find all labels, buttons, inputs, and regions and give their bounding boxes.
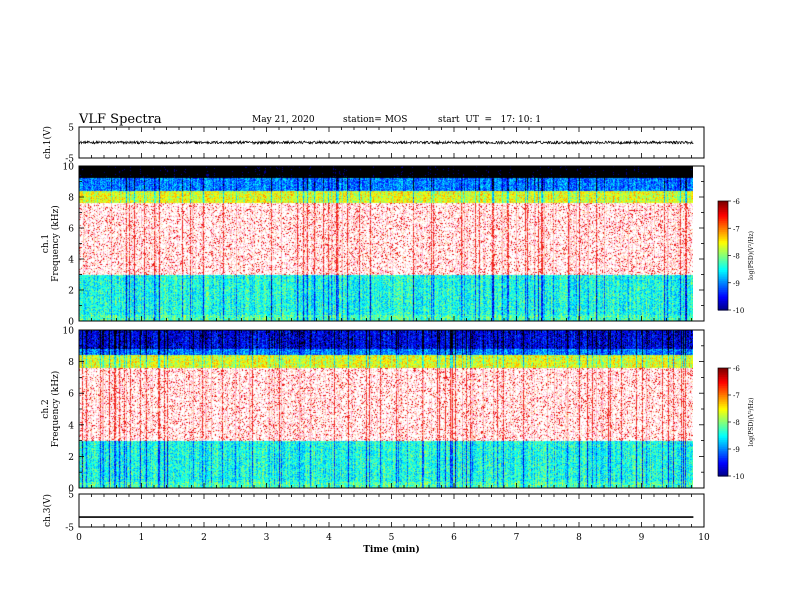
colorbar-tick-label: -8 <box>733 419 740 427</box>
x-tick-label: 7 <box>514 533 520 543</box>
start-time-label: start UT = 17: 10: 1 <box>438 115 542 125</box>
colorbar-tick-label: -6 <box>733 365 740 373</box>
ch1-spectrogram-raster <box>79 166 693 321</box>
ch2-spectrogram-ytick-label: 0 <box>68 485 74 495</box>
ch1-spectrogram-panel: 0 2 4 6 8 10 ch.1 Frequency (kHz) <box>41 163 705 328</box>
ch2-spectrogram-ytick-label: 10 <box>63 327 75 337</box>
svg-text:ch.1(V): ch.1(V) <box>42 126 53 159</box>
ch2-spectrogram-ytick-label: 2 <box>68 453 74 463</box>
ch3-waveform-ytick-label: 5 <box>68 491 74 501</box>
x-tick-label: 0 <box>76 533 82 543</box>
colorbar-tick-label: -9 <box>733 280 740 288</box>
x-tick-label: 10 <box>698 533 710 543</box>
colorbar-1: -6 -7 -8 -9 -10 log(PSD)(V²/Hz) <box>717 198 755 315</box>
ch1-spectrogram-ytick-label: 8 <box>68 194 74 204</box>
colorbar-tick-label: -10 <box>733 307 744 315</box>
x-tick-label: 2 <box>201 533 207 543</box>
ch2-spectrogram-raster <box>79 330 693 488</box>
colorbar-tick-label: -8 <box>733 253 740 261</box>
ch3-waveform-ylabel: ch.3(V) <box>42 494 53 527</box>
x-tick-label: 1 <box>139 533 145 543</box>
ch1-spectrogram-ytick-label: 6 <box>68 225 74 235</box>
ch2-spectrogram-ytick-label: 4 <box>68 421 74 431</box>
ch1-waveform-trace <box>78 139 694 146</box>
colorbar-tick-label: -7 <box>733 225 740 233</box>
waveform-layer <box>78 139 694 518</box>
ch1-waveform-ytick-label: 5 <box>68 124 74 134</box>
ch1-spectrogram-ytick-label: 0 <box>68 318 74 328</box>
svg-text:ch.3(V): ch.3(V) <box>42 494 53 527</box>
x-tick-label: 9 <box>639 533 645 543</box>
colorbar-layer: -6 -7 -8 -9 -10 log(PSD)(V²/Hz) -6 -7 -8 -9 -10 log… <box>717 198 755 481</box>
x-tick-label: 6 <box>451 533 457 543</box>
ch1-waveform-ytick-label: -5 <box>65 155 74 165</box>
x-tick-label: 5 <box>389 533 395 543</box>
ch1-spectrogram-ylabel: ch.1 Frequency (kHz) <box>41 205 61 282</box>
date-label: May 21, 2020 <box>252 115 315 125</box>
spectrogram-layer <box>79 166 693 488</box>
svg-text:ch.2: ch.2 <box>41 399 51 418</box>
ch2-spectrogram-ylabel: ch.2 Frequency (kHz) <box>41 371 61 448</box>
colorbar-tick-label: -6 <box>733 198 740 206</box>
colorbar-2: -6 -7 -8 -9 -10 log(PSD)(V²/Hz) <box>717 365 755 481</box>
colorbar-label: log(PSD)(V²/Hz) <box>748 231 755 280</box>
ch1-waveform-panel: 5 -5 ch.1(V) <box>42 124 705 165</box>
ch1-spectrogram-ytick-label: 4 <box>68 256 74 266</box>
svg-text:Frequency (kHz): Frequency (kHz) <box>50 205 61 282</box>
x-tick-label: 4 <box>326 533 332 543</box>
ch1-waveform-ylabel: ch.1(V) <box>42 126 53 159</box>
x-tick-label: 3 <box>264 533 270 543</box>
x-tick-label: 8 <box>576 533 582 543</box>
figure-title: VLF Spectra <box>79 112 162 127</box>
colorbar-tick-label: -10 <box>733 473 744 481</box>
station-label: station= MOS <box>343 115 408 125</box>
colorbar-tick-label: -9 <box>733 446 740 454</box>
colorbar-label: log(PSD)(V²/Hz) <box>748 398 755 447</box>
svg-text:ch.1: ch.1 <box>41 234 51 253</box>
ch3-waveform-ytick-label: -5 <box>65 524 74 534</box>
ch2-spectrogram-ytick-label: 6 <box>68 390 74 400</box>
ch1-spectrogram-ytick-label: 10 <box>63 163 75 173</box>
x-axis-title: Time (min) <box>363 544 420 555</box>
ch3-waveform-panel: 5 -5 ch.3(V) <box>42 491 705 534</box>
colorbar-tick-label: -7 <box>733 392 740 400</box>
ch2-spectrogram-panel: 0 2 4 6 8 10 ch.2 Frequency (kHz) <box>41 327 705 495</box>
svg-text:Frequency (kHz): Frequency (kHz) <box>50 371 61 448</box>
ch1-spectrogram-ytick-label: 2 <box>68 287 74 297</box>
ch2-spectrogram-ytick-label: 8 <box>68 358 74 368</box>
